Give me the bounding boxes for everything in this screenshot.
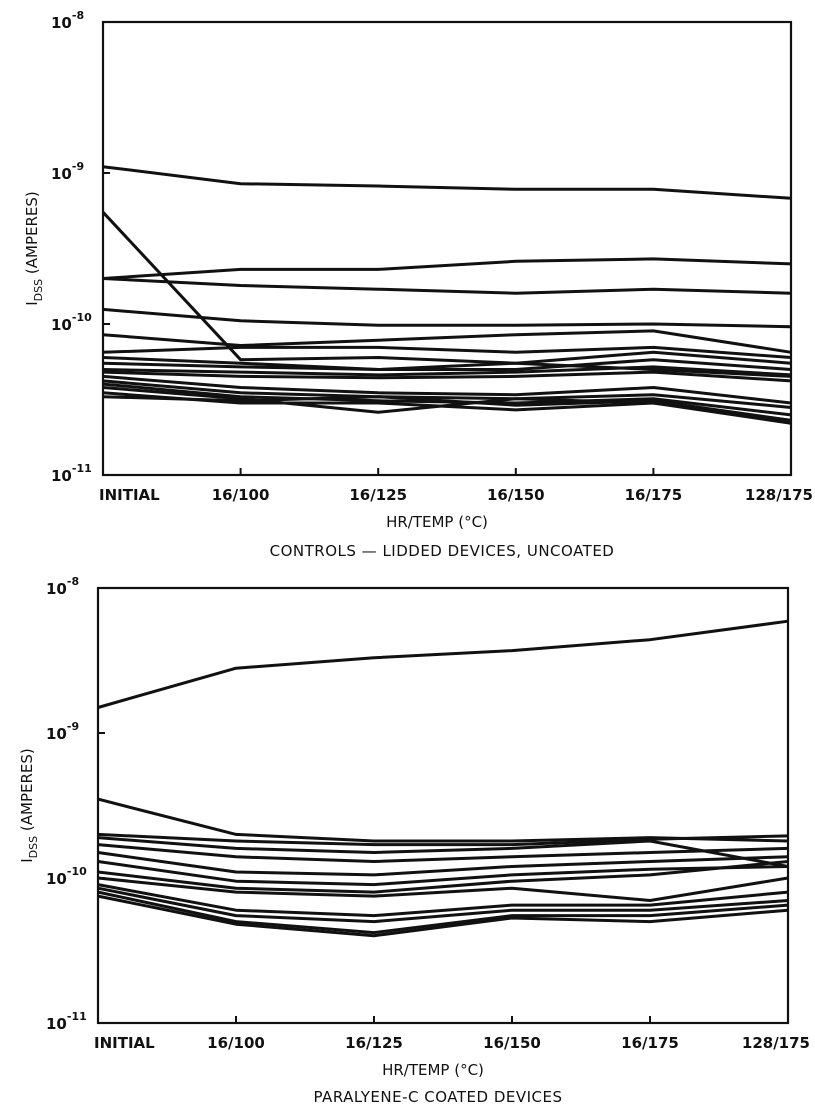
series-line [97,876,789,902]
series-line [101,211,792,378]
x-tick-label: 16/125 [349,486,407,504]
y-tick-label: 10-9 [46,720,79,743]
series-line [102,345,792,359]
y-tick-label: 10-10 [46,865,87,888]
x-tick-label: 16/150 [483,1034,541,1052]
series-line [97,890,789,935]
x-tick-label: INITIAL [94,1034,155,1052]
series-line [97,894,789,938]
y-axis-label: IDSS (AMPERES) [18,748,40,863]
series-line [102,358,792,371]
chart-panel-2: 10-8 10-9 10-10 10-11 INITIAL 16/100 16/125 16/… [18,575,810,1106]
series-line [102,165,792,200]
x-axis-label: HR/TEMP (°C) [386,513,488,531]
series-line [97,883,789,918]
series-line [102,350,792,371]
x-tick-label: 16/175 [625,486,683,504]
chart-panel-1: 10-8 10-9 10-10 10-11 INITIAL 16/100 16/125 16/… [23,9,813,560]
series-line [102,395,792,422]
x-tick-label: 16/150 [487,486,545,504]
y-tick-label: 10-8 [51,9,84,32]
plot-frame [96,586,790,1025]
series-line [102,277,792,295]
series-line [102,307,792,329]
x-tick-label: INITIAL [99,486,160,504]
series-line [97,797,789,843]
y-axis-label: IDSS (AMPERES) [23,191,45,306]
series-line [102,379,792,409]
plot-frame [101,20,793,477]
series-line [97,860,789,887]
x-tick-label: 16/175 [621,1034,679,1052]
series-line [102,365,792,377]
y-tick-label: 10-11 [51,462,92,485]
y-tick-label: 10-10 [51,311,92,334]
x-tick-label: 16/125 [345,1034,403,1052]
series-line [102,329,792,354]
series-line [102,374,792,405]
y-tick-label: 10-8 [46,575,79,598]
series-line [97,886,789,924]
series-line [97,619,789,709]
panel-caption: CONTROLS — LIDDED DEVICES, UNCOATED [270,542,615,560]
x-tick-label: 16/100 [207,1034,265,1052]
series-line [102,370,792,383]
x-tick-label: 128/175 [745,486,813,504]
y-tick-label: 10-11 [46,1010,87,1033]
series-line [97,860,789,894]
series-line [102,257,792,280]
x-tick-label: 128/175 [742,1034,810,1052]
x-tick-label: 16/100 [212,486,270,504]
x-axis-label: HR/TEMP (°C) [382,1061,484,1079]
series-line [97,832,789,847]
y-tick-label: 10-9 [51,160,84,183]
series-line [97,843,789,863]
panel-caption: PARALYENE-C COATED DEVICES [313,1088,562,1106]
series-line [97,851,789,877]
series-line [97,836,789,868]
